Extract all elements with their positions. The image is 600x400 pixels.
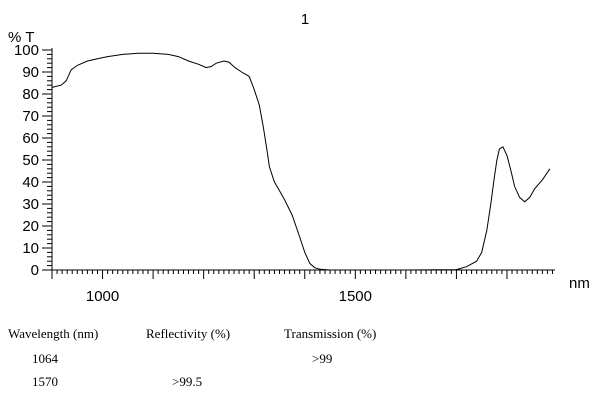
x-axis-unit: nm	[569, 275, 590, 292]
y-tick-label: 80	[22, 86, 39, 103]
row2-reflectivity: >99.5	[172, 374, 203, 389]
y-tick-label: 90	[22, 64, 39, 81]
header-transmission: Transmission (%)	[284, 326, 377, 341]
header-wavelength: Wavelength (nm)	[8, 326, 99, 341]
header-reflectivity: Reflectivity (%)	[146, 326, 231, 341]
y-tick-label: 30	[22, 196, 39, 213]
y-tick-label: 60	[22, 130, 39, 147]
x-tick-label: 1000	[86, 288, 119, 305]
y-axis-label: % T	[8, 29, 34, 46]
y-tick-label: 10	[22, 240, 39, 257]
transmission-curve	[51, 52, 551, 271]
row2-wavelength: 1570	[32, 374, 58, 389]
row1-wavelength: 1064	[32, 351, 58, 366]
y-tick-label: 50	[22, 152, 39, 169]
y-tick-label: 70	[22, 108, 39, 125]
y-tick-label: 40	[22, 174, 39, 191]
y-tick-label: 100	[14, 42, 39, 59]
row1-transmission: >99	[312, 351, 333, 366]
x-tick-label: 1500	[339, 288, 372, 305]
chart-title: 1	[301, 11, 309, 28]
y-tick-label: 20	[22, 218, 39, 235]
y-tick-label: 0	[31, 262, 39, 279]
transmission-chart: 1 % T nm 0 10 20 30 40 50 60 70 80 90 100 1000 1500	[8, 11, 590, 305]
